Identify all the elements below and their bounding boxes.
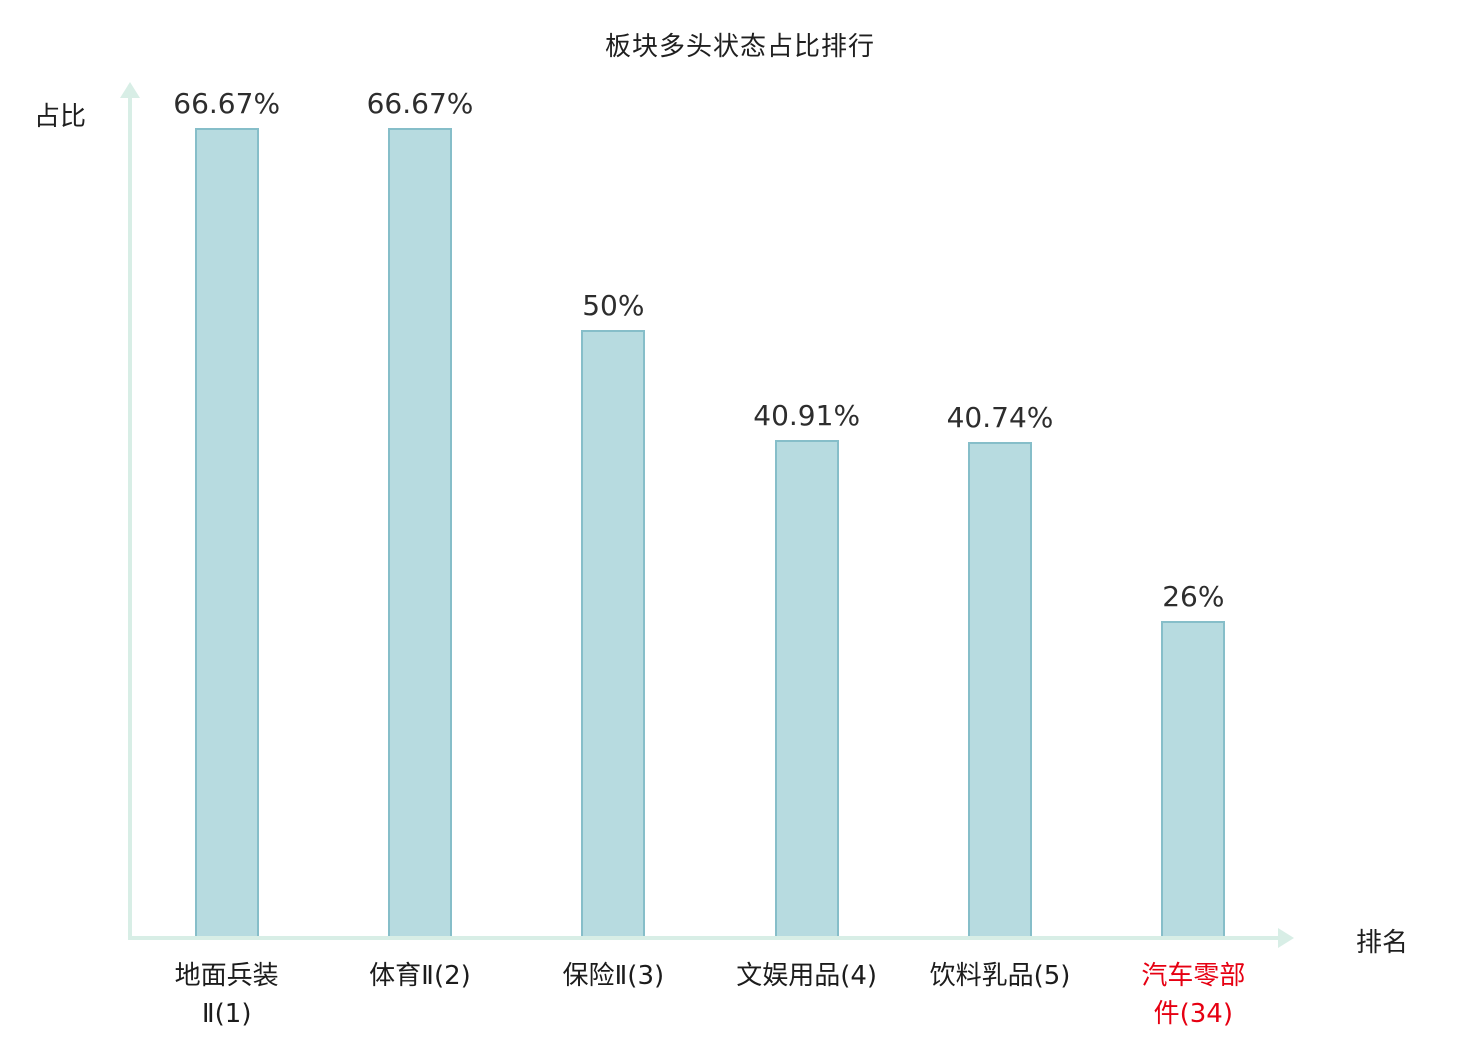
x-axis-label: 排名 xyxy=(1356,928,1409,958)
category-label: 保险Ⅱ(3) xyxy=(562,961,665,991)
chart-title: 板块多头状态占比排行 xyxy=(604,32,875,62)
chart-bar xyxy=(774,440,839,936)
plot-area: 66.67% 66.67% 50% 40.91% 40.74% 26% xyxy=(130,87,1290,936)
chart-bar xyxy=(387,128,452,936)
category-label: 文娱用品(4) xyxy=(736,961,878,991)
category-label: 地面兵装 Ⅱ(1) xyxy=(174,961,279,1029)
chart-bar xyxy=(1161,621,1226,936)
bar-slot: 50% xyxy=(517,88,710,936)
bar-value-label: 66.67% xyxy=(173,87,281,120)
x-axis-arrow-icon xyxy=(1278,928,1294,948)
x-axis-line xyxy=(128,936,1280,940)
y-axis-arrow-icon xyxy=(120,82,140,98)
bar-value-label: 50% xyxy=(582,289,645,322)
category-label: 汽车零部 件(34) xyxy=(1141,961,1246,1029)
bar-value-label: 66.67% xyxy=(366,87,474,120)
bar-slot: 40.91% xyxy=(710,88,903,936)
y-axis-line xyxy=(128,96,132,940)
bar-value-label: 40.91% xyxy=(753,399,861,432)
category-label: 饮料乳品(5) xyxy=(929,961,1071,991)
chart-bar xyxy=(194,128,259,936)
category-label: 体育Ⅱ(2) xyxy=(369,961,471,991)
y-axis-label: 占比 xyxy=(34,102,87,132)
bar-slot: 66.67% xyxy=(130,87,323,936)
chart-bar xyxy=(967,442,1032,936)
chart-bar xyxy=(581,330,646,936)
category-labels: 地面兵装 Ⅱ(1) 体育Ⅱ(2) 保险Ⅱ(3) 文娱用品(4) 饮料乳品(5) 汽车零部 … xyxy=(130,958,1290,1038)
bar-slot: 66.67% xyxy=(323,87,516,936)
bar-slot: 26% xyxy=(1097,88,1290,936)
bar-value-label: 26% xyxy=(1162,580,1225,613)
bar-slot: 40.74% xyxy=(903,88,1096,936)
bar-value-label: 40.74% xyxy=(946,401,1054,434)
